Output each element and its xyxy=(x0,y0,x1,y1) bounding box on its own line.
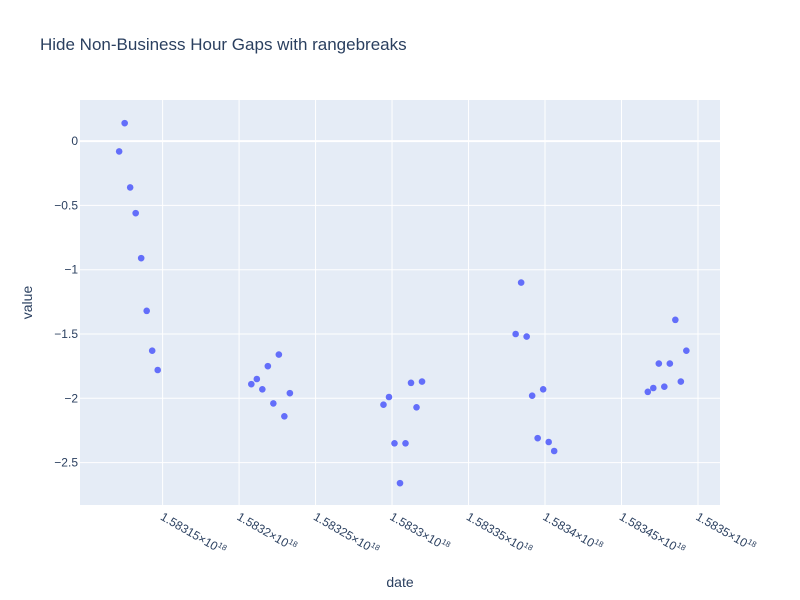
data-point[interactable] xyxy=(418,378,426,385)
data-point[interactable] xyxy=(644,388,652,396)
data-point[interactable] xyxy=(523,333,530,340)
data-point[interactable] xyxy=(666,360,674,367)
data-point[interactable] xyxy=(286,389,294,397)
gridlines xyxy=(80,100,720,505)
plot-background xyxy=(80,100,720,505)
data-point[interactable] xyxy=(270,400,277,407)
data-point[interactable] xyxy=(683,347,690,355)
data-point[interactable] xyxy=(264,362,272,370)
data-points xyxy=(115,119,690,487)
x-tick-label: 1.5835×1018 xyxy=(693,509,758,555)
data-point[interactable] xyxy=(148,347,156,355)
data-point[interactable] xyxy=(380,401,387,409)
data-point[interactable] xyxy=(655,360,663,367)
data-point[interactable] xyxy=(539,385,547,393)
data-point[interactable] xyxy=(281,412,288,420)
data-point[interactable] xyxy=(650,384,657,392)
data-point[interactable] xyxy=(253,375,261,383)
data-point[interactable] xyxy=(396,479,404,487)
x-tick-label: 1.58335×1018 xyxy=(464,509,535,559)
data-point[interactable] xyxy=(143,307,150,315)
y-tick-label: −2.5 xyxy=(54,456,78,470)
data-point[interactable] xyxy=(517,279,525,286)
data-point[interactable] xyxy=(528,392,536,400)
data-point[interactable] xyxy=(534,434,541,442)
y-tick-label: −2 xyxy=(64,391,78,405)
y-axis-title: value xyxy=(19,286,35,320)
x-tick-mantissa: 1.58315 xyxy=(158,509,203,543)
data-point[interactable] xyxy=(512,330,519,338)
data-point[interactable] xyxy=(132,209,139,217)
y-tick-labels: 0 −0.5 −1 −1.5 −2 −2.5 xyxy=(54,134,78,469)
x-tick-label: 1.5834×1018 xyxy=(541,509,606,555)
data-point[interactable] xyxy=(248,380,255,388)
data-point[interactable] xyxy=(275,351,283,358)
data-point[interactable] xyxy=(115,148,123,155)
data-point[interactable] xyxy=(154,366,162,374)
y-tick-label: −1 xyxy=(64,263,78,277)
x-tick-label: 1.58345×1018 xyxy=(617,509,688,559)
data-point[interactable] xyxy=(121,119,128,127)
data-point[interactable] xyxy=(677,378,685,385)
x-tick-label: 1.5833×1018 xyxy=(388,509,453,555)
y-tick-label: 0 xyxy=(71,134,78,148)
data-point[interactable] xyxy=(137,254,145,262)
x-tick-label: 1.58325×1018 xyxy=(311,509,382,559)
data-point[interactable] xyxy=(661,383,668,391)
x-axis-title: date xyxy=(386,574,413,590)
y-tick-label: −1.5 xyxy=(54,327,78,341)
data-point[interactable] xyxy=(545,438,552,446)
data-point[interactable] xyxy=(550,447,558,455)
x-tick-mantissa: 1.58345 xyxy=(617,509,662,543)
x-tick-mantissa: 1.58325 xyxy=(311,509,356,543)
chart-title: Hide Non-Business Hour Gaps with rangebr… xyxy=(40,35,407,54)
y-tick-label: −0.5 xyxy=(54,198,78,212)
data-point[interactable] xyxy=(672,316,679,324)
x-tick-label: 1.58315×1018 xyxy=(158,509,229,559)
data-point[interactable] xyxy=(391,439,398,447)
data-point[interactable] xyxy=(385,393,393,401)
data-point[interactable] xyxy=(407,379,415,387)
data-point[interactable] xyxy=(126,184,134,191)
x-tick-mantissa: 1.58335 xyxy=(464,509,509,543)
x-tick-label: 1.5832×1018 xyxy=(235,509,300,555)
data-point[interactable] xyxy=(413,403,420,411)
data-point[interactable] xyxy=(259,385,266,393)
data-point[interactable] xyxy=(402,439,409,447)
